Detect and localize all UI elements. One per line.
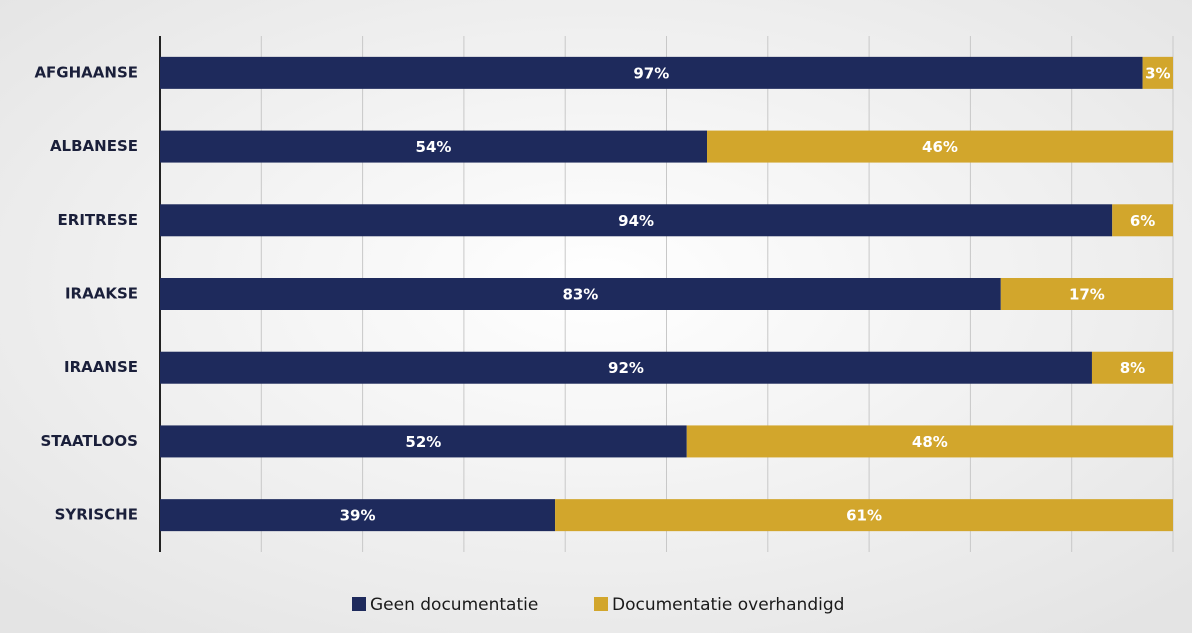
value-label: 92% xyxy=(608,359,644,377)
bar-segment xyxy=(160,204,1113,237)
value-label: 48% xyxy=(912,433,948,451)
category-label: IRAANSE xyxy=(64,358,138,376)
value-label: 46% xyxy=(922,138,958,156)
value-label: 8% xyxy=(1120,359,1145,377)
bar-segment xyxy=(160,56,1143,89)
value-label: 6% xyxy=(1130,212,1155,230)
value-label: 61% xyxy=(846,507,882,525)
legend-swatch xyxy=(594,597,608,611)
legend-label: Documentatie overhandigd xyxy=(612,595,844,615)
value-label: 94% xyxy=(618,212,654,230)
category-label: IRAAKSE xyxy=(65,285,138,303)
category-label: AFGHAANSE xyxy=(34,63,138,81)
value-label: 39% xyxy=(340,507,376,525)
bar-segment xyxy=(160,278,1001,310)
category-label: ALBANESE xyxy=(50,137,138,155)
value-label: 83% xyxy=(562,286,598,304)
legend-label: Geen documentatie xyxy=(370,595,538,615)
value-label: 17% xyxy=(1069,286,1105,304)
bar-segment xyxy=(1142,56,1173,89)
bar-segment xyxy=(160,425,687,458)
bar-segment xyxy=(160,130,708,163)
category-label: SYRISCHE xyxy=(55,506,138,524)
bar-segment xyxy=(1112,204,1173,237)
value-label: 54% xyxy=(416,138,452,156)
bar-segment xyxy=(1091,351,1173,384)
value-label: 97% xyxy=(633,64,669,82)
bar-segment xyxy=(707,130,1173,163)
bar-segment xyxy=(160,351,1092,384)
category-label: ERITRESE xyxy=(58,211,138,229)
bar-segment xyxy=(686,425,1173,458)
bar-segment xyxy=(555,499,1173,532)
value-label: 3% xyxy=(1145,64,1170,82)
category-label: STAATLOOS xyxy=(41,432,139,450)
bar-segment xyxy=(160,499,556,532)
legend-swatch xyxy=(352,597,366,611)
bar-segment xyxy=(1000,278,1173,310)
value-label: 52% xyxy=(405,433,441,451)
